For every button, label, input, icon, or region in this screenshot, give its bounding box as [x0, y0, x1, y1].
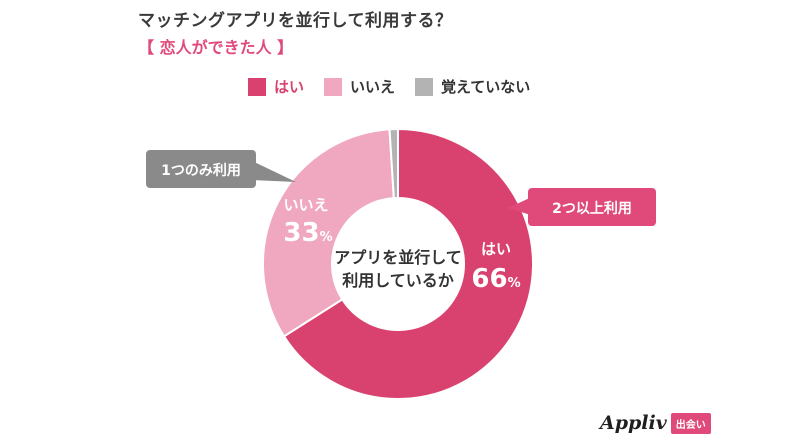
center-label-line1: アプリを並行して: [334, 248, 462, 267]
callout-left-text: 1つのみ利用: [161, 162, 241, 179]
slice-label-no: いいえ: [283, 196, 328, 214]
callout-right-box: [528, 188, 656, 226]
donut-slice-0: [282, 127, 534, 400]
donut-slices: [262, 127, 534, 400]
slice-value-no: 33%: [283, 218, 332, 248]
legend-label-yes: はい: [274, 78, 305, 96]
callout-left-pointer: [250, 160, 296, 182]
chart-legend: はい いいえ 覚えていない: [248, 76, 530, 97]
slice-value-no-unit: %: [320, 230, 333, 245]
legend-item-unknown: 覚えていない: [415, 76, 530, 97]
callout-right-pointer: [508, 196, 534, 216]
appliv-logo: Appliv 出会い: [600, 412, 711, 434]
legend-label-unknown: 覚えていない: [441, 78, 531, 96]
callout-right: 2つ以上利用: [508, 188, 656, 226]
legend-swatch-no: [324, 77, 343, 96]
legend-label-no: いいえ: [350, 78, 396, 96]
slice-value-yes-number: 66: [471, 264, 507, 294]
chart-title: マッチングアプリを並行して利用する？: [138, 11, 453, 31]
donut-slice-1: [262, 128, 395, 338]
logo-badge: 出会い: [670, 412, 711, 434]
slice-label-yes: はい: [481, 240, 511, 258]
legend-swatch-unknown: [415, 77, 434, 96]
legend-item-yes: はい: [248, 76, 304, 97]
callout-right-text: 2つ以上利用: [552, 200, 632, 217]
donut-slice-2: [388, 127, 399, 200]
slice-value-no-number: 33: [283, 218, 319, 248]
chart-subtitle: 【 恋人ができた人 】: [138, 38, 294, 57]
slice-value-yes-unit: %: [508, 276, 521, 291]
legend-swatch-yes: [248, 77, 266, 96]
slice-value-yes: 66%: [471, 264, 520, 294]
legend-item-no: いいえ: [324, 76, 395, 97]
center-label-line2: 利用しているか: [342, 271, 454, 290]
callout-left-box: [146, 150, 256, 188]
logo-wordmark: Appliv: [600, 412, 667, 434]
callout-left: 1つのみ利用: [146, 150, 296, 188]
